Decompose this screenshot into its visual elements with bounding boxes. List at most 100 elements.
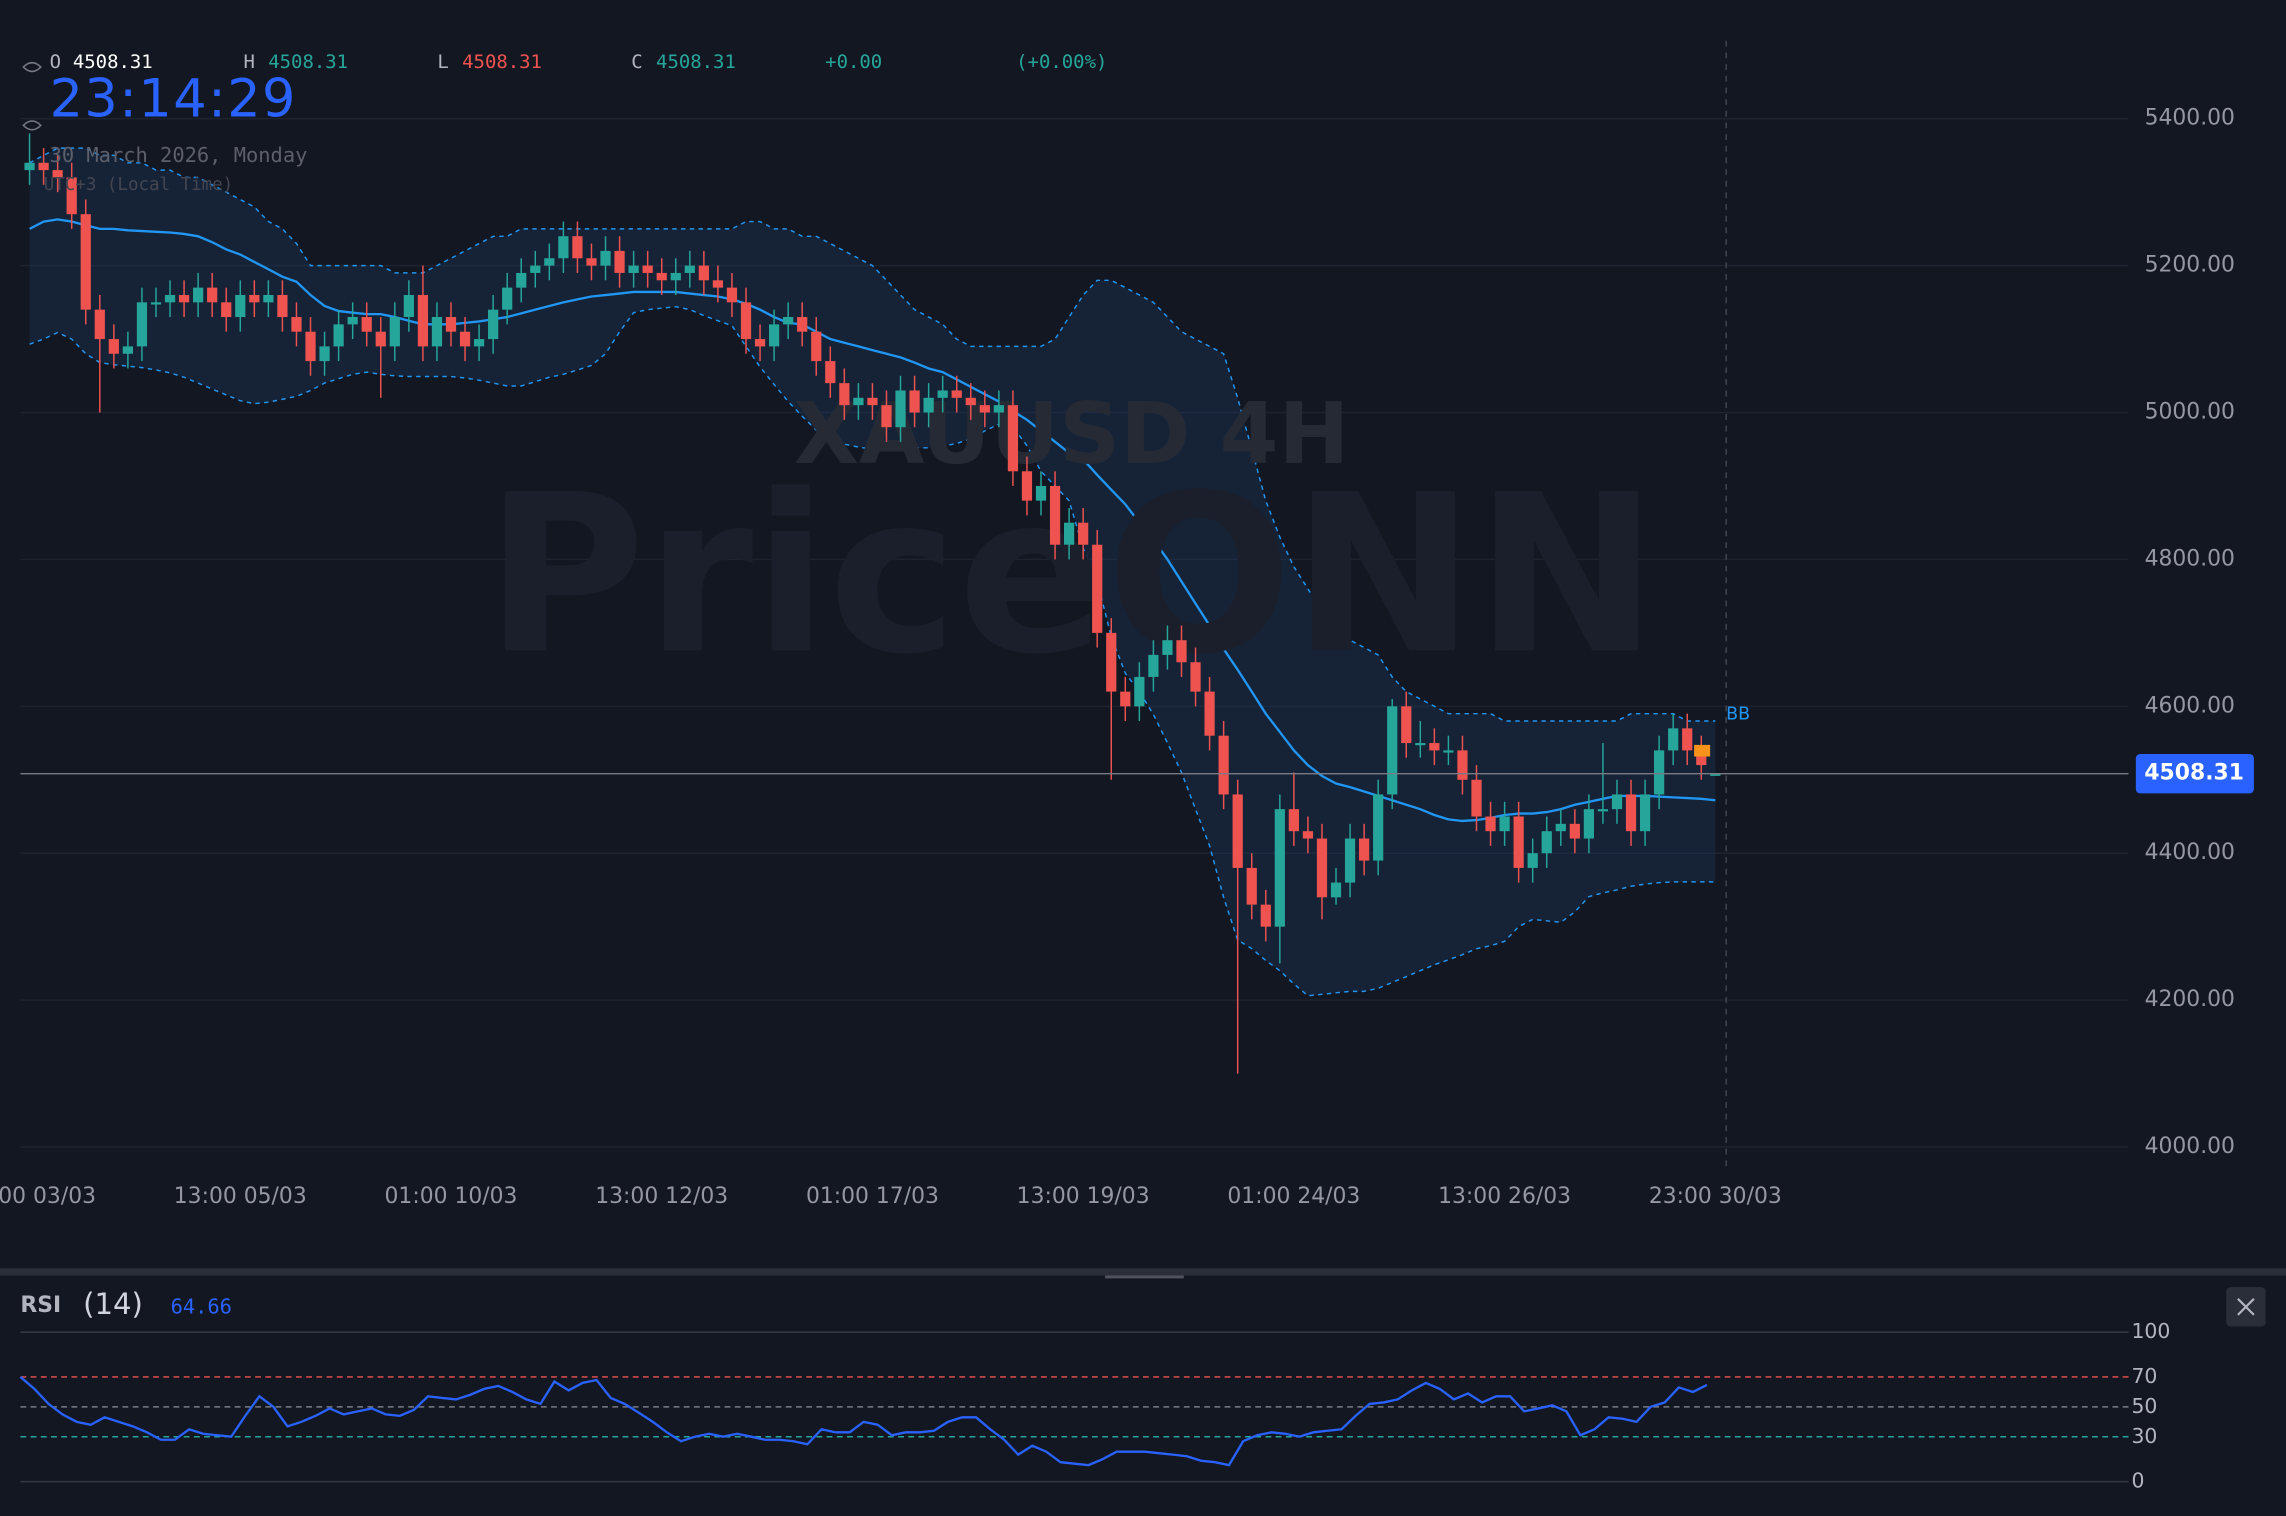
y-tick-label: 4000.00 — [2145, 1134, 2235, 1159]
high-label: H — [243, 51, 254, 73]
rsi-line — [19, 1376, 1708, 1467]
candle-body — [1401, 706, 1412, 744]
candle-body — [1710, 773, 1721, 776]
candle-body — [768, 324, 780, 347]
candle-body — [361, 317, 372, 332]
candle-body — [1162, 640, 1173, 655]
candle-body — [122, 346, 133, 354]
candle-body — [811, 331, 822, 362]
candle-body — [459, 331, 471, 347]
candle-body — [431, 317, 443, 347]
candle-body — [1373, 794, 1384, 861]
rsi-title: RSI — [20, 1293, 61, 1318]
date: 30 March 2026, Monday — [50, 143, 308, 167]
candle-body — [1639, 794, 1651, 832]
candle-body — [839, 383, 850, 406]
candle-body — [516, 272, 527, 288]
candle-body — [1668, 728, 1679, 751]
candle-body — [1232, 794, 1243, 868]
close-icon[interactable] — [2237, 1298, 2255, 1316]
close-value: 4508.31 — [656, 51, 736, 73]
candle-body — [1583, 809, 1594, 839]
rsi-tick-label: 0 — [2131, 1469, 2144, 1493]
candle-body — [797, 317, 808, 332]
candle-body — [52, 170, 63, 178]
candle-body — [1035, 485, 1047, 501]
candle-body — [783, 317, 794, 325]
rsi-tick-label: 50 — [2131, 1394, 2157, 1418]
candle-body — [558, 236, 569, 259]
bb-upper — [29, 147, 1716, 722]
candle-body — [670, 272, 681, 281]
candle-body — [1190, 662, 1201, 692]
x-tick-label: 01:00 03/03 — [0, 1184, 96, 1209]
candle-body — [473, 339, 485, 347]
candle-body — [530, 265, 541, 273]
candle-body — [614, 250, 625, 273]
last-price-tag — [2135, 753, 2254, 794]
x-tick-label: 13:00 19/03 — [1017, 1184, 1150, 1209]
candle-body — [1457, 750, 1468, 780]
last-price-label: 4508.31 — [2144, 761, 2244, 786]
candle-body — [1513, 816, 1524, 868]
candle-body — [1316, 838, 1328, 898]
candle-body — [586, 258, 597, 266]
candle-body — [853, 397, 864, 406]
candle-body — [1049, 485, 1061, 545]
candle-body — [1541, 831, 1552, 854]
candle-body — [403, 294, 414, 318]
candle-body — [277, 294, 288, 318]
rsi-tick-label: 100 — [2131, 1319, 2170, 1343]
y-tick-label: 4400.00 — [2145, 840, 2235, 865]
candle-body — [726, 287, 738, 303]
eye-icon[interactable] — [22, 120, 42, 131]
candle-body — [965, 397, 976, 406]
candle-body — [1499, 816, 1510, 832]
close-label: C — [631, 51, 642, 73]
candle-body — [937, 390, 948, 398]
candle-body — [150, 302, 162, 305]
candle-body — [193, 287, 204, 303]
candle-body — [319, 346, 330, 362]
candle-body — [684, 265, 695, 273]
candle-body — [698, 265, 709, 281]
candle-body — [544, 258, 555, 266]
candle-body — [1597, 809, 1609, 812]
candle-body — [291, 317, 302, 332]
candle-body — [1120, 691, 1131, 707]
rsi-tick-label: 70 — [2131, 1364, 2157, 1388]
close-button[interactable] — [2226, 1287, 2266, 1327]
watermark: PriceONN — [485, 447, 1658, 702]
candle-body — [1246, 867, 1257, 905]
candle-body — [923, 397, 934, 413]
eye-icon[interactable] — [22, 61, 42, 73]
y-tick-label: 5000.00 — [2145, 400, 2235, 425]
candle-body — [1330, 882, 1342, 898]
marker — [1694, 744, 1711, 757]
candle-body — [1471, 779, 1482, 817]
candle-body — [1260, 904, 1271, 927]
candle-body — [1696, 750, 1707, 766]
candle-body — [178, 294, 190, 303]
candle-body — [94, 309, 105, 340]
candle-body — [1288, 809, 1299, 832]
candle-body — [502, 287, 513, 310]
x-tick-label: 13:00 12/03 — [595, 1184, 728, 1209]
bb-middle — [29, 218, 1716, 823]
candle-body — [80, 214, 91, 310]
candle-body — [881, 405, 892, 428]
candle-body — [656, 272, 667, 281]
pane-separator[interactable] — [0, 1268, 2286, 1276]
candle-body — [1078, 522, 1089, 545]
candle-body — [909, 390, 920, 413]
high-value: 4508.31 — [268, 51, 348, 73]
candle-body — [389, 317, 400, 347]
candle-body — [1148, 654, 1159, 677]
candle-body — [1106, 632, 1117, 692]
change-percent: (+0.00%) — [1016, 51, 1107, 73]
candle-body — [417, 294, 429, 347]
candle-body — [825, 361, 836, 384]
candle-body — [235, 294, 246, 318]
